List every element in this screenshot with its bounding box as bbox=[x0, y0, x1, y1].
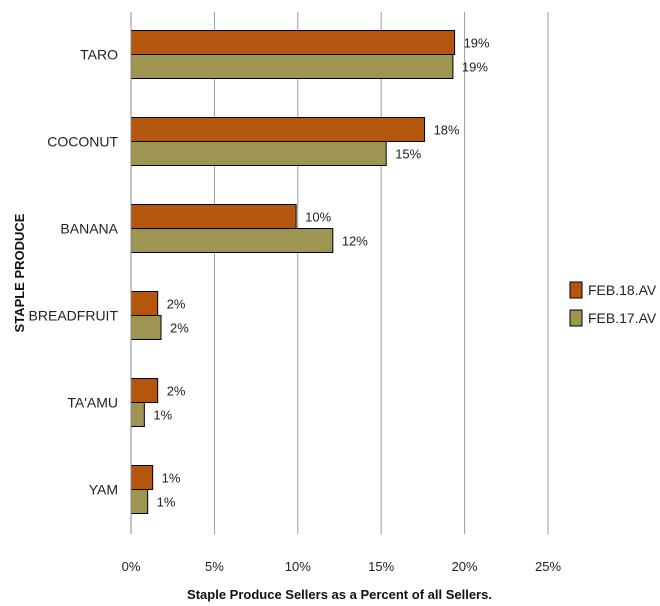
x-tick-label: 25% bbox=[535, 559, 561, 574]
bar bbox=[130, 54, 454, 79]
legend-item: FEB.17.AV bbox=[569, 309, 657, 327]
data-label: 1% bbox=[157, 495, 176, 510]
legend: FEB.18.AV FEB.17.AV bbox=[569, 281, 657, 327]
gridlines bbox=[213, 12, 549, 534]
bar bbox=[130, 402, 145, 427]
bar bbox=[130, 378, 159, 403]
bar bbox=[130, 117, 426, 142]
data-label: 18% bbox=[434, 123, 460, 138]
legend-label: FEB.17.AV bbox=[588, 310, 657, 326]
category-label: TA'AMU bbox=[67, 395, 118, 411]
data-label: 15% bbox=[395, 147, 421, 162]
data-label: 1% bbox=[162, 471, 181, 486]
data-label: 10% bbox=[305, 210, 331, 225]
data-label: 2% bbox=[170, 321, 189, 336]
x-tick-label: 5% bbox=[205, 559, 224, 574]
x-tick-labels-group: 0% 5% 10% 15% 20% 25% bbox=[122, 559, 562, 574]
x-tick-label: 0% bbox=[122, 559, 141, 574]
data-label: 1% bbox=[153, 408, 172, 423]
y-axis-title: STAPLE PRODUCE bbox=[12, 213, 27, 332]
bar bbox=[130, 141, 387, 166]
legend-item: FEB.18.AV bbox=[569, 281, 657, 299]
category-labels-group: TARO COCONUT BANANA BREADFRUIT TA'AMU YAM bbox=[29, 47, 119, 498]
bar bbox=[130, 291, 159, 316]
category-label: BREADFRUIT bbox=[29, 308, 119, 324]
bar bbox=[130, 228, 334, 253]
category-label: YAM bbox=[89, 482, 118, 498]
legend-swatch bbox=[569, 281, 583, 299]
bar bbox=[130, 30, 456, 55]
x-tick-label: 20% bbox=[452, 559, 478, 574]
x-axis-title: Staple Produce Sellers as a Percent of a… bbox=[187, 587, 492, 602]
bars-group bbox=[130, 30, 456, 514]
category-label: TARO bbox=[80, 47, 118, 63]
legend-swatch bbox=[569, 309, 583, 327]
data-label: 2% bbox=[167, 384, 186, 399]
data-label: 12% bbox=[342, 234, 368, 249]
category-label: BANANA bbox=[60, 221, 118, 237]
data-label: 2% bbox=[167, 297, 186, 312]
category-label: COCONUT bbox=[47, 134, 118, 150]
bar bbox=[130, 489, 149, 514]
bar bbox=[130, 204, 297, 229]
legend-label: FEB.18.AV bbox=[588, 282, 657, 298]
data-label: 19% bbox=[464, 36, 490, 51]
bar bbox=[130, 315, 162, 340]
x-tick-label: 10% bbox=[285, 559, 311, 574]
bar bbox=[130, 465, 154, 490]
x-tick-label: 15% bbox=[368, 559, 394, 574]
data-label: 19% bbox=[462, 60, 488, 75]
data-labels-group: 19% 19% 18% 15% 10% 12% 2% 2% 2% 1% 1% 1% bbox=[153, 36, 490, 510]
